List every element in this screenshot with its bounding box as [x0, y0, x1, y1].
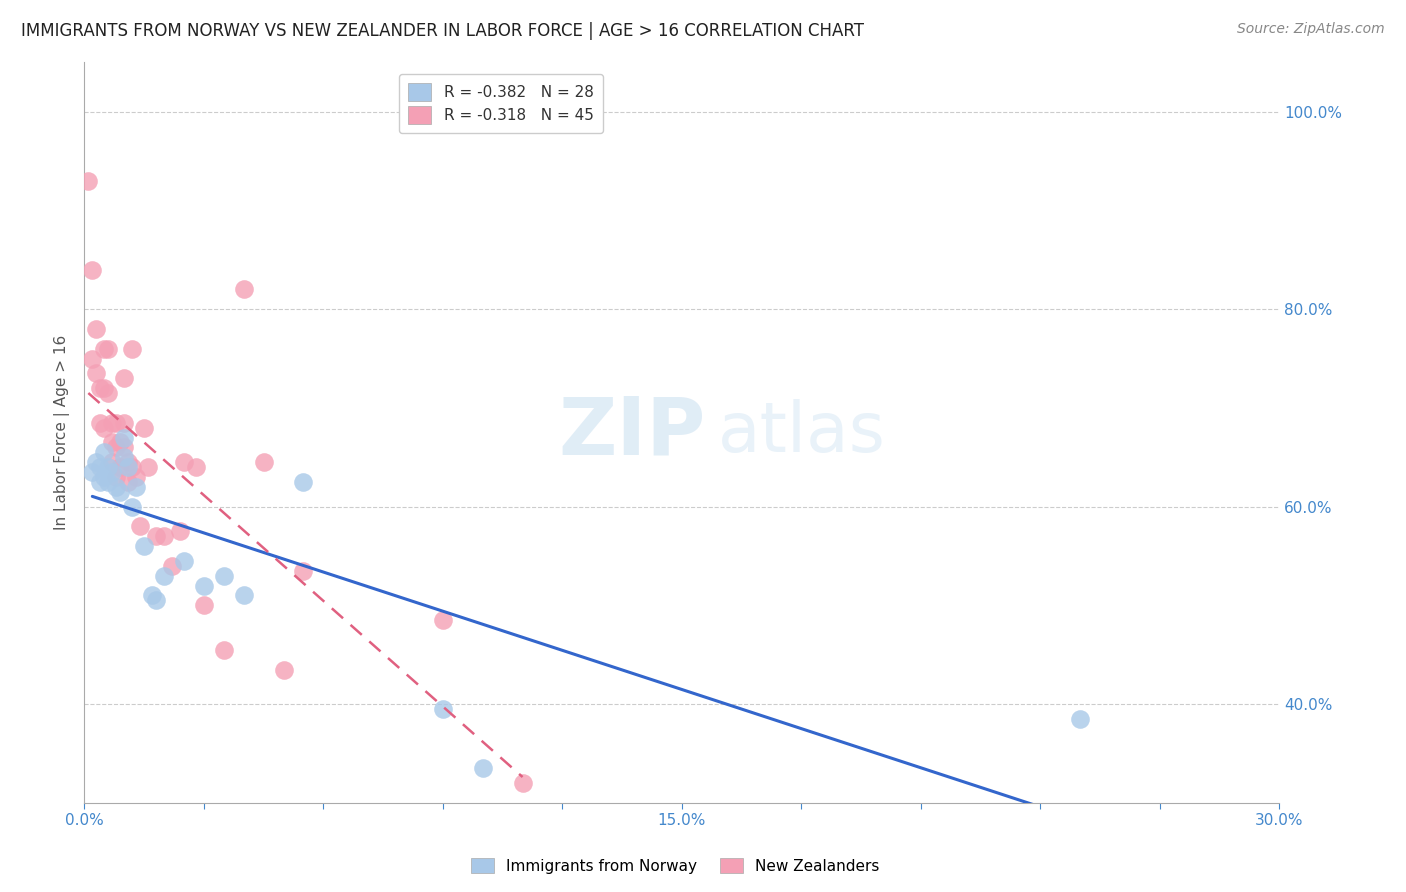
Point: [129, 519, 152, 533]
Point: [110, 484, 132, 499]
Point: [89, 475, 111, 489]
Text: atlas: atlas: [718, 399, 886, 467]
Point: [121, 500, 143, 514]
Point: [292, 475, 315, 489]
Point: [77, 174, 100, 188]
Point: [110, 435, 132, 450]
Point: [125, 480, 148, 494]
Point: [93, 445, 115, 459]
Point: [101, 416, 124, 430]
Point: [1069, 712, 1091, 726]
Y-axis label: In Labor Force | Age > 16: In Labor Force | Age > 16: [55, 335, 70, 530]
Point: [169, 524, 191, 539]
Point: [101, 455, 124, 469]
Point: [110, 460, 132, 475]
Point: [145, 593, 167, 607]
Legend: R = -0.382   N = 28, R = -0.318   N = 45: R = -0.382 N = 28, R = -0.318 N = 45: [399, 74, 603, 133]
Point: [89, 416, 111, 430]
Point: [105, 416, 128, 430]
Point: [232, 283, 254, 297]
Point: [125, 470, 148, 484]
Point: [82, 351, 104, 366]
Legend: Immigrants from Norway, New Zealanders: Immigrants from Norway, New Zealanders: [464, 852, 886, 880]
Point: [117, 455, 139, 469]
Point: [292, 564, 315, 578]
Point: [160, 558, 183, 573]
Point: [432, 613, 454, 627]
Point: [89, 381, 111, 395]
Point: [86, 455, 108, 469]
Point: [112, 441, 135, 455]
Point: [136, 460, 159, 475]
Point: [93, 420, 115, 434]
Point: [93, 381, 115, 395]
Point: [86, 322, 108, 336]
Point: [471, 761, 494, 775]
Point: [273, 663, 295, 677]
Point: [232, 589, 254, 603]
Point: [153, 529, 176, 543]
Point: [112, 371, 135, 385]
Point: [153, 568, 176, 582]
Point: [132, 539, 156, 553]
Point: [212, 642, 235, 657]
Point: [132, 420, 156, 434]
Point: [173, 554, 195, 568]
Point: [193, 579, 215, 593]
Point: [193, 599, 215, 613]
Point: [93, 342, 115, 356]
Text: ZIP: ZIP: [558, 393, 706, 472]
Point: [117, 475, 139, 489]
Point: [121, 460, 143, 475]
Point: [253, 455, 276, 469]
Text: Source: ZipAtlas.com: Source: ZipAtlas.com: [1237, 22, 1385, 37]
Point: [93, 470, 115, 484]
Point: [97, 475, 120, 489]
Point: [101, 435, 124, 450]
Point: [82, 465, 104, 479]
Point: [97, 342, 120, 356]
Point: [512, 776, 534, 790]
Point: [89, 460, 111, 475]
Point: [112, 416, 135, 430]
Point: [112, 431, 135, 445]
Point: [105, 441, 128, 455]
Point: [112, 450, 135, 465]
Point: [432, 702, 454, 716]
Point: [117, 460, 139, 475]
Point: [141, 589, 163, 603]
Point: [121, 342, 143, 356]
Point: [101, 465, 124, 479]
Point: [86, 367, 108, 381]
Point: [105, 480, 128, 494]
Point: [97, 460, 120, 475]
Point: [173, 455, 195, 469]
Point: [97, 386, 120, 401]
Point: [184, 460, 207, 475]
Point: [212, 568, 235, 582]
Point: [145, 529, 167, 543]
Point: [82, 262, 104, 277]
Text: IMMIGRANTS FROM NORWAY VS NEW ZEALANDER IN LABOR FORCE | AGE > 16 CORRELATION CH: IMMIGRANTS FROM NORWAY VS NEW ZEALANDER …: [21, 22, 865, 40]
Point: [105, 470, 128, 484]
